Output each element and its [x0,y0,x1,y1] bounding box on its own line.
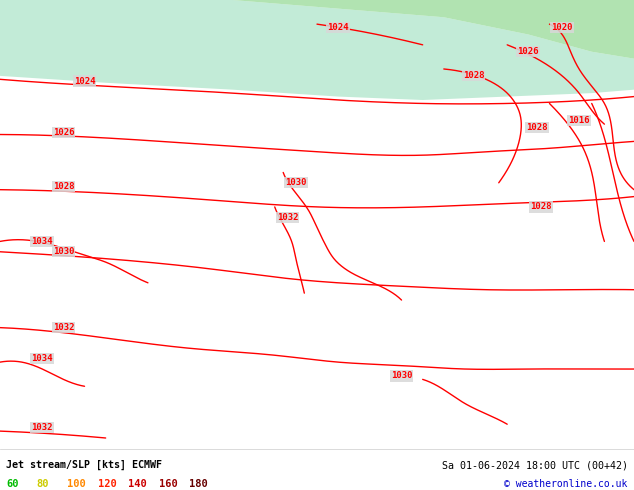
Text: 1024: 1024 [74,76,95,86]
Text: 80: 80 [37,479,49,489]
Text: 160: 160 [158,479,178,489]
Text: Jet stream/SLP [kts] ECMWF: Jet stream/SLP [kts] ECMWF [6,460,162,470]
Text: 1028: 1028 [530,202,552,211]
Text: 1032: 1032 [276,213,298,222]
Text: 1034: 1034 [32,354,53,363]
Polygon shape [0,0,634,100]
Text: 1028: 1028 [53,182,74,191]
Text: Sa 01-06-2024 18:00 UTC (00+42): Sa 01-06-2024 18:00 UTC (00+42) [442,460,628,470]
Text: 1020: 1020 [552,23,573,32]
Text: 60: 60 [6,479,19,489]
Text: 1016: 1016 [568,116,590,125]
Polygon shape [0,0,634,59]
Text: 120: 120 [98,479,117,489]
Text: © weatheronline.co.uk: © weatheronline.co.uk [504,479,628,489]
Text: 1034: 1034 [32,237,53,246]
Text: 100: 100 [67,479,86,489]
Text: 1032: 1032 [53,323,74,332]
Text: 1028: 1028 [463,72,484,80]
Text: 1026: 1026 [517,47,539,56]
Text: 1030: 1030 [285,178,307,187]
Text: 1032: 1032 [32,423,53,432]
Text: 1024: 1024 [327,23,349,32]
Text: 140: 140 [128,479,147,489]
Text: 1028: 1028 [526,123,548,132]
Text: 1030: 1030 [53,247,74,256]
Text: 180: 180 [189,479,208,489]
Text: 1026: 1026 [53,128,74,137]
Text: 1030: 1030 [391,371,412,380]
